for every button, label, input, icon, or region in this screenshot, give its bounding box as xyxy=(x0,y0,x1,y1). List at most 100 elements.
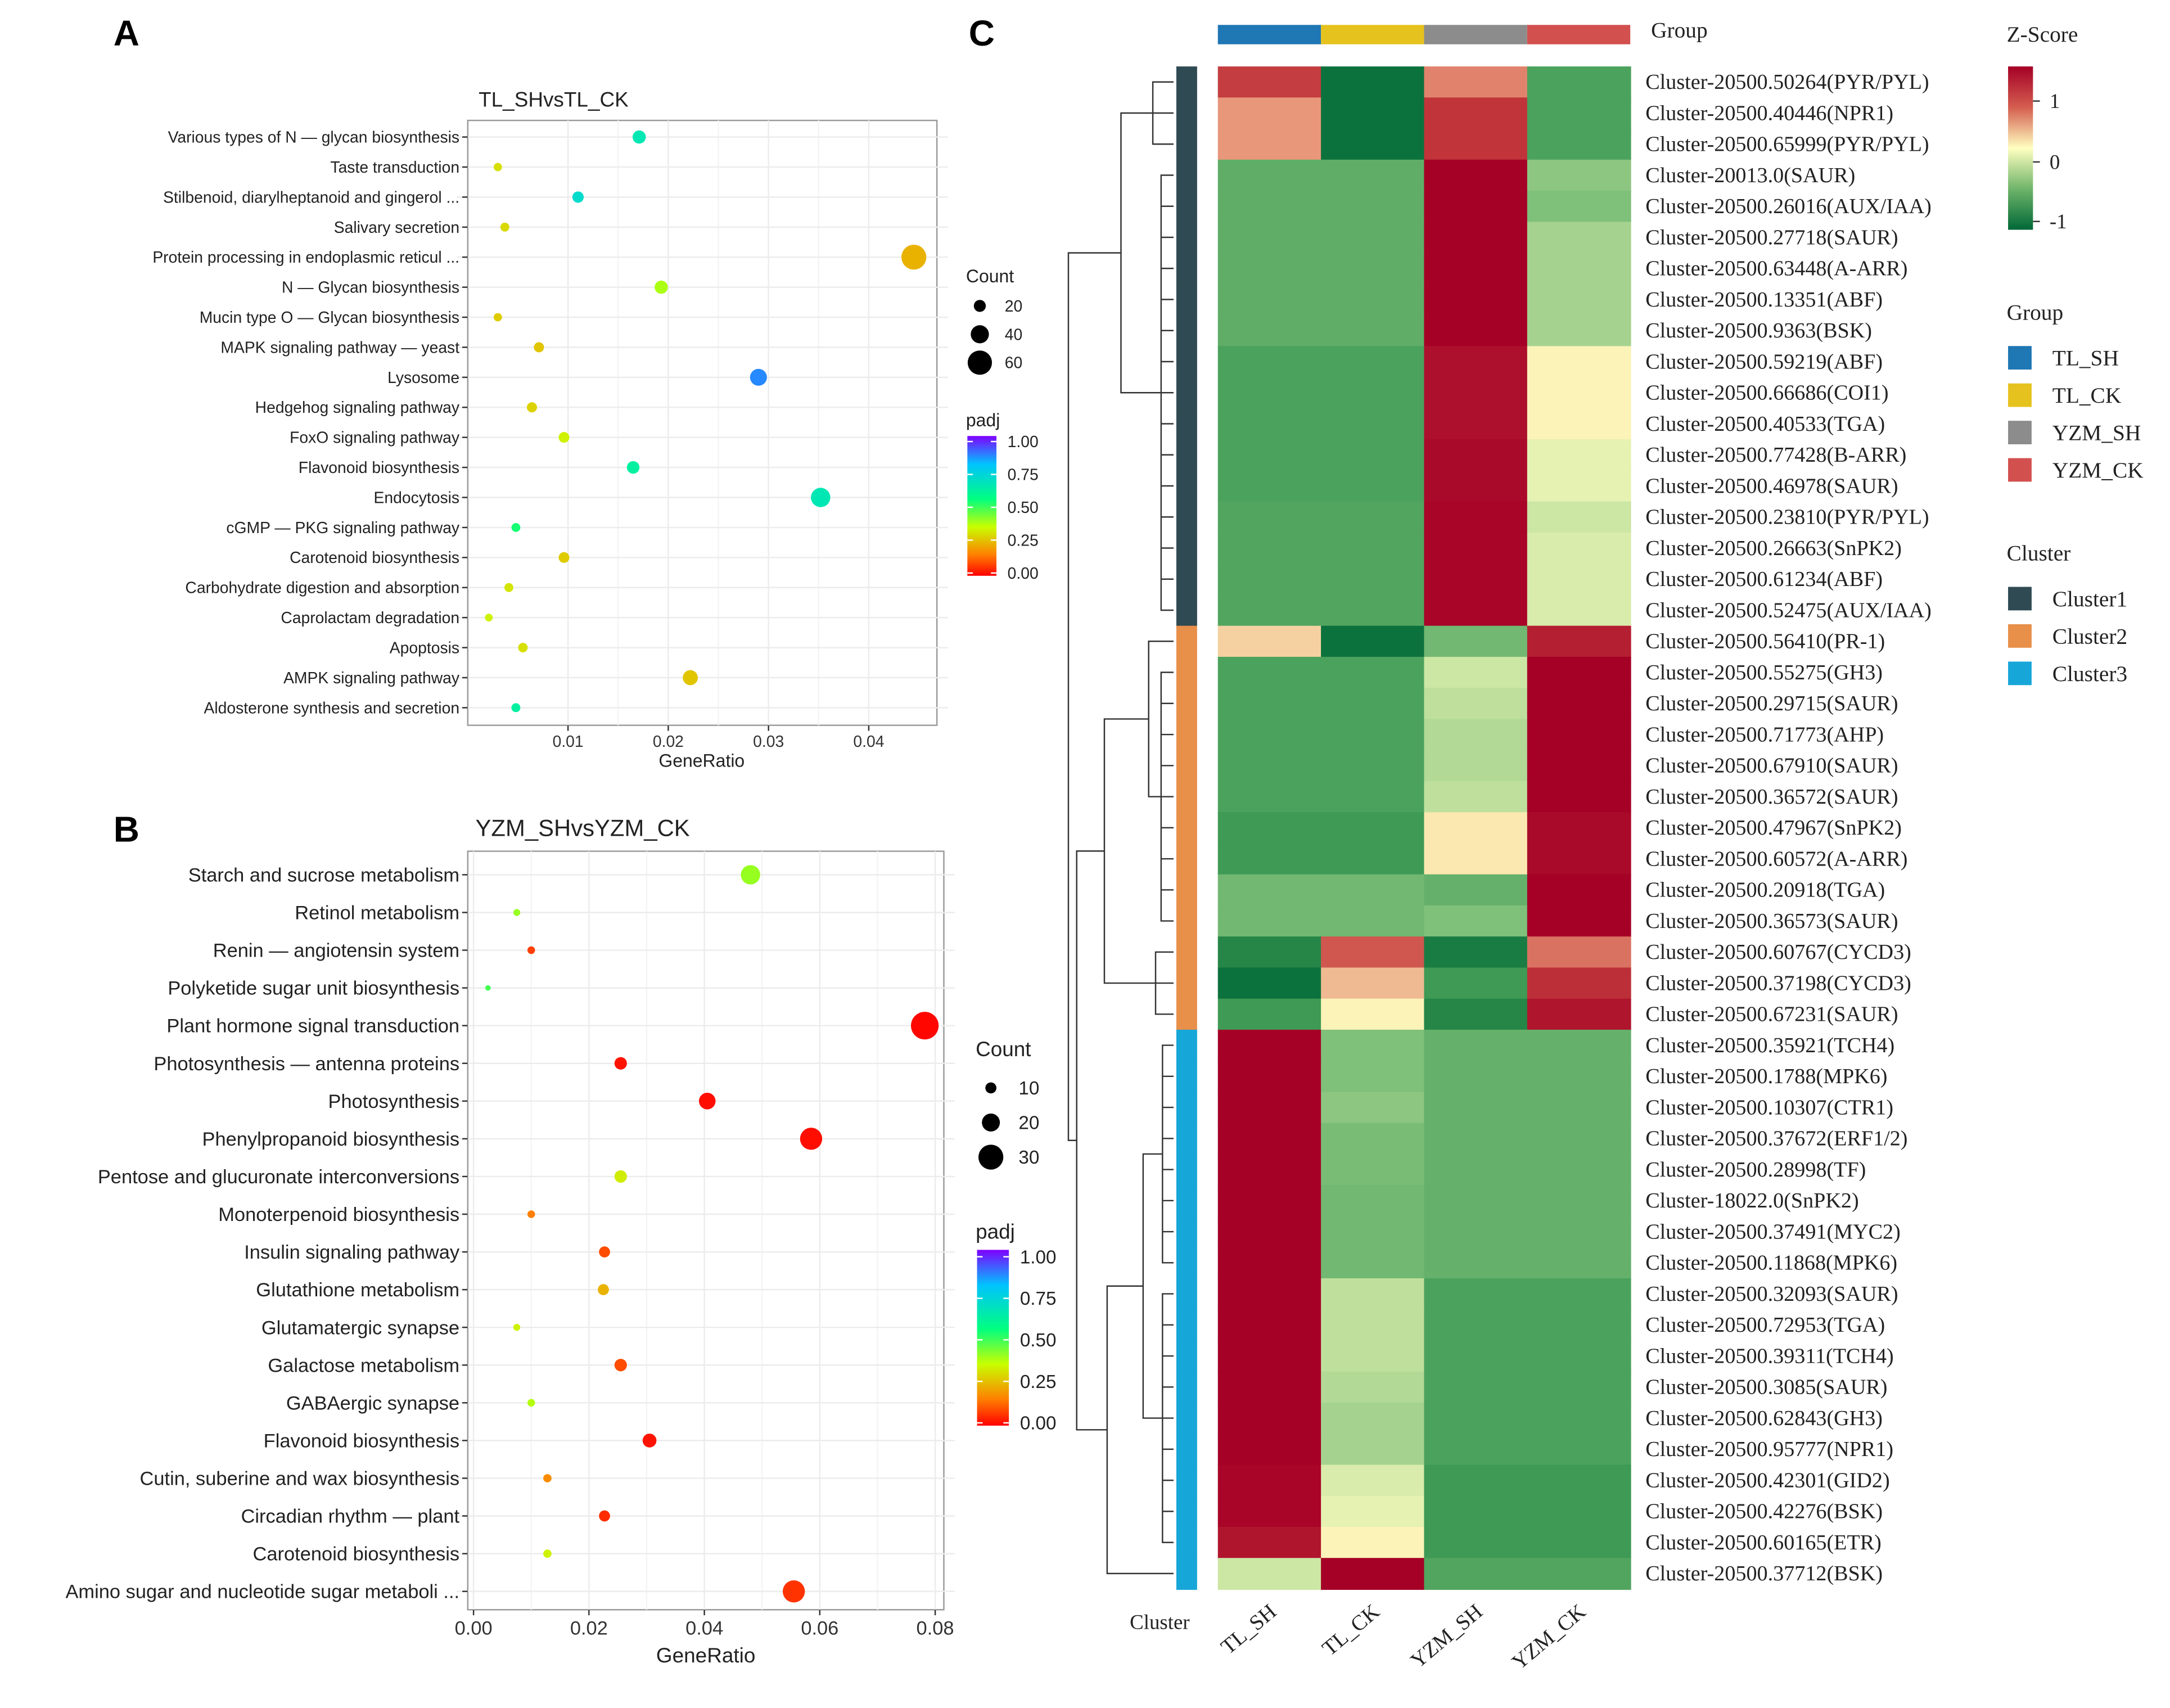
heatmap-row-label: Cluster-20500.37672(ERF1/2) xyxy=(1645,1127,1907,1151)
cluster-bar-cell xyxy=(1176,1153,1197,1186)
term-label: Salivary secretion xyxy=(334,218,459,236)
cluster-bar-cell xyxy=(1176,936,1197,968)
panel-c-column-labels: TL_SH TL_CK YZM_SH YZM_CK xyxy=(1216,1599,1590,1674)
heatmap-cell xyxy=(1527,128,1631,161)
heatmap-cell xyxy=(1321,564,1425,596)
padj-legend-tick-label: 1.00 xyxy=(1020,1247,1057,1268)
heatmap-cell xyxy=(1321,874,1425,907)
term-dot xyxy=(518,643,528,653)
cluster-bar-cell xyxy=(1176,719,1197,751)
cluster-bar-cell xyxy=(1176,191,1197,223)
heatmap-cell xyxy=(1527,97,1631,130)
heatmap-cell xyxy=(1321,719,1425,751)
group-bar-segment xyxy=(1321,25,1424,44)
heatmap-column-label: YZM_SH xyxy=(1406,1599,1487,1673)
heatmap-cell xyxy=(1321,625,1425,658)
term-label: GABAergic synapse xyxy=(286,1392,459,1414)
heatmap-cell xyxy=(1217,1558,1322,1590)
heatmap-cell xyxy=(1424,377,1528,409)
heatmap-cell xyxy=(1527,1247,1631,1279)
term-dot xyxy=(800,1128,823,1150)
term-label: Hedgehog signaling pathway xyxy=(255,398,460,416)
heatmap-row-label: Cluster-20500.56410(PR-1) xyxy=(1645,630,1885,654)
term-dot xyxy=(910,1012,939,1040)
heatmap-cell xyxy=(1527,905,1631,938)
term-dot xyxy=(632,130,646,144)
heatmap-cell xyxy=(1217,1434,1322,1466)
heatmap-cell xyxy=(1527,1464,1631,1497)
heatmap-cell xyxy=(1424,1061,1528,1093)
heatmap-cell xyxy=(1217,1464,1322,1497)
heatmap-row-label: Cluster-20500.1788(MPK6) xyxy=(1645,1065,1887,1088)
heatmap-cell xyxy=(1424,1558,1528,1590)
heatmap-cell xyxy=(1217,812,1322,844)
heatmap-row-label: Cluster-20500.27718(SAUR) xyxy=(1645,226,1898,249)
heatmap-cell xyxy=(1424,874,1528,907)
term-label: Phenylpropanoid biosynthesis xyxy=(202,1129,460,1150)
cluster-bar-cell xyxy=(1176,1061,1197,1093)
heatmap-cell xyxy=(1217,781,1322,813)
heatmap-cell xyxy=(1424,719,1528,751)
heatmap-row-label: Cluster-20500.11868(MPK6) xyxy=(1645,1251,1897,1275)
cluster-bar-cell xyxy=(1176,159,1197,192)
heatmap-cell xyxy=(1527,191,1631,223)
heatmap-cell xyxy=(1527,1371,1631,1404)
cluster-bar-cell xyxy=(1176,905,1197,938)
heatmap-cell xyxy=(1321,1526,1425,1559)
heatmap-cell xyxy=(1424,159,1528,192)
term-dot xyxy=(511,703,521,713)
heatmap-row-label: Cluster-20500.9363(BSK) xyxy=(1645,319,1872,342)
heatmap-cell xyxy=(1527,253,1631,285)
heatmap-row-label: Cluster-20013.0(SAUR) xyxy=(1645,164,1855,187)
term-label: Glutathione metabolism xyxy=(256,1279,459,1301)
term-label: Circadian rhythm — plant xyxy=(241,1506,460,1527)
heatmap-cell xyxy=(1217,967,1322,1000)
term-dot xyxy=(500,222,509,232)
panel-c-group-bar-label: Group xyxy=(1651,17,1708,42)
heatmap-cell xyxy=(1321,501,1425,534)
heatmap-cell xyxy=(1217,1123,1322,1155)
heatmap-cell xyxy=(1424,1092,1528,1124)
heatmap-row-label: Cluster-20500.36572(SAUR) xyxy=(1645,785,1898,809)
padj-legend-tick-label: 0.25 xyxy=(1020,1372,1057,1392)
heatmap-cell xyxy=(1217,159,1322,192)
cluster-bar-cell xyxy=(1176,1092,1197,1124)
cluster-bar-cell xyxy=(1176,1247,1197,1279)
panel-c-heatmap-cells xyxy=(1217,66,1631,1590)
heatmap-cell xyxy=(1217,408,1322,440)
panel-a-title: TL_SHvsTL_CK xyxy=(479,88,629,111)
term-label: Caprolactam degradation xyxy=(281,609,459,627)
heatmap-cell xyxy=(1217,1185,1322,1217)
heatmap-cell xyxy=(1527,1309,1631,1341)
term-dot xyxy=(741,865,760,885)
heatmap-cell xyxy=(1217,1061,1322,1093)
term-dot xyxy=(811,488,831,507)
heatmap-cell xyxy=(1321,1029,1425,1062)
heatmap-cell xyxy=(1527,781,1631,813)
panel-b-count-legend-title: Count xyxy=(976,1038,1031,1061)
heatmap-row-label: Cluster-20500.47967(SnPK2) xyxy=(1645,816,1902,840)
cluster-bar-cell xyxy=(1176,253,1197,285)
heatmap-row-label: Cluster-20500.10307(CTR1) xyxy=(1645,1096,1893,1119)
heatmap-cell xyxy=(1217,936,1322,968)
heatmap-cell xyxy=(1527,656,1631,689)
heatmap-cell xyxy=(1321,967,1425,1000)
term-dot xyxy=(599,1510,610,1522)
panel-a-padj-colorbar xyxy=(967,436,996,576)
heatmap-cell xyxy=(1321,283,1425,316)
heatmap-cell xyxy=(1527,377,1631,409)
panel-c-row-dendrogram xyxy=(1067,81,1174,1575)
heatmap-cell xyxy=(1321,781,1425,813)
heatmap-row-label: Cluster-20500.42301(GID2) xyxy=(1645,1468,1889,1492)
cluster-bar-cell xyxy=(1176,781,1197,813)
heatmap-cell xyxy=(1527,408,1631,440)
heatmap-cell xyxy=(1424,470,1528,503)
cluster-bar-cell xyxy=(1176,594,1197,627)
heatmap-cell xyxy=(1321,750,1425,782)
heatmap-row-label: Cluster-20500.39311(TCH4) xyxy=(1645,1344,1894,1368)
heatmap-cell xyxy=(1527,1495,1631,1528)
heatmap-cell xyxy=(1424,501,1528,534)
heatmap-cell xyxy=(1424,812,1528,844)
term-label: Pentose and glucuronate interconversions xyxy=(98,1166,459,1188)
heatmap-cell xyxy=(1321,843,1425,876)
